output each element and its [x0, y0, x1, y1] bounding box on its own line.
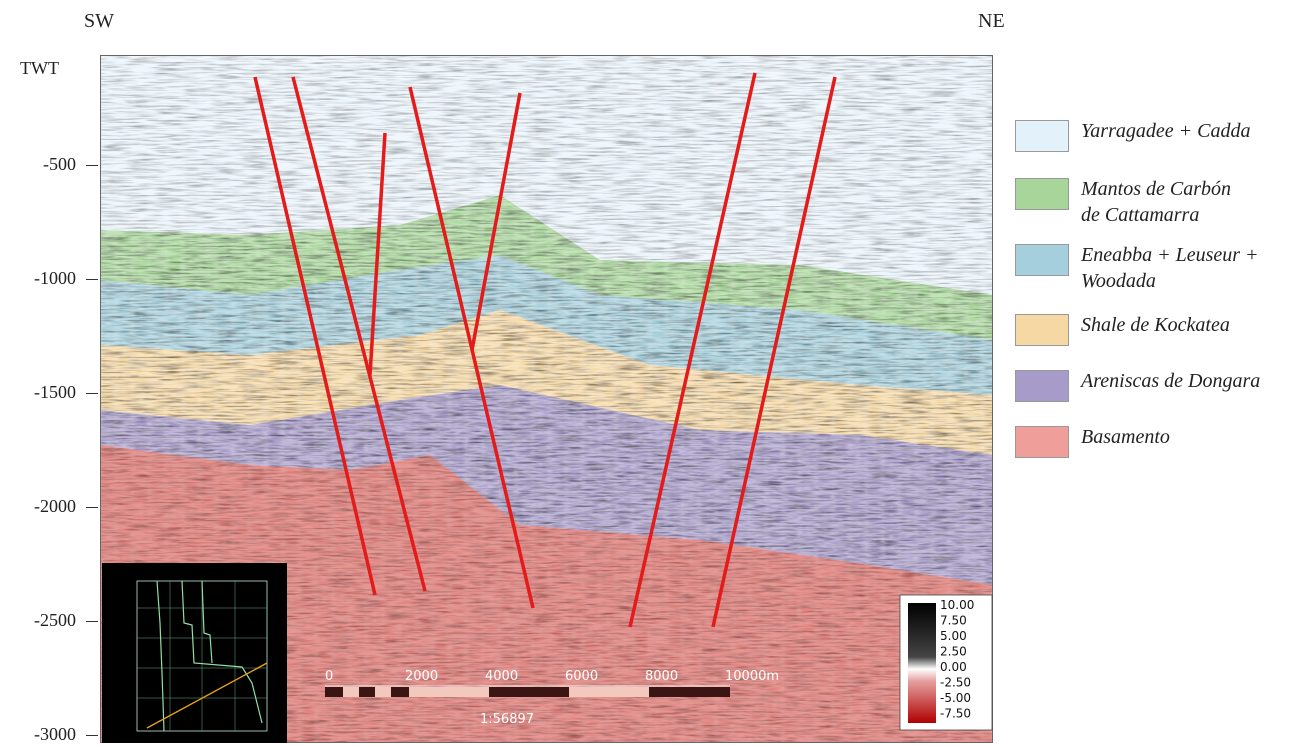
vertical-axis-tick-label: -3000: [34, 724, 76, 744]
legend-swatch: [1015, 314, 1069, 346]
vertical-axis-tick-label: -2500: [34, 610, 76, 630]
legend-label: Mantos de Carbón de Cattamarra: [1081, 178, 1231, 226]
fault-line: [711, 76, 837, 628]
fault-line: [253, 76, 377, 596]
legend-item: Eneabba + Leuseur + Woodada: [1015, 242, 1305, 292]
vertical-axis-tick: [86, 621, 98, 622]
legend-swatch: [1015, 426, 1069, 458]
vertical-axis-tick: [86, 165, 98, 166]
fault-line: [368, 132, 387, 376]
legend-item: Areniscas de Dongara: [1015, 368, 1305, 418]
legend-label: Eneabba + Leuseur + Woodada: [1081, 244, 1259, 292]
scale-tick-label: 2000: [405, 669, 438, 684]
amplitude-tick-label: 5.00: [940, 629, 967, 643]
vertical-axis-label: TWT: [20, 58, 59, 78]
scale-tick-label: 8000: [645, 669, 678, 684]
legend-swatch: [1015, 120, 1069, 152]
well-log-inset: [102, 563, 287, 743]
amplitude-tick-label: 2.50: [940, 645, 967, 659]
amplitude-colorbar: 10.00 7.505.00 2.500.00 -2.50-5.00 -7.50: [899, 594, 993, 731]
legend-swatch: [1015, 178, 1069, 210]
fault-line: [291, 76, 427, 592]
legend-label: Basamento: [1081, 426, 1170, 448]
vertical-axis-tick: [86, 507, 98, 508]
faults: [253, 72, 837, 628]
scale-tick-label: 4000: [485, 669, 518, 684]
direction-label-ne: NE: [978, 10, 1005, 32]
vertical-axis-tick-label: -2000: [34, 496, 76, 516]
legend-item: Shale de Kockatea: [1015, 312, 1305, 362]
amplitude-tick-label: 0.00: [940, 660, 967, 674]
amplitude-tick-label: -7.50: [940, 707, 971, 721]
legend-label: Yarragadee + Cadda: [1081, 120, 1251, 142]
vertical-axis-tick: [86, 735, 98, 736]
scale-tick-label: 10000m: [725, 669, 779, 684]
fault-line: [470, 92, 522, 351]
fault-line: [628, 72, 757, 628]
amplitude-tick-label: 10.00: [940, 598, 974, 612]
legend-label: Areniscas de Dongara: [1081, 370, 1261, 392]
amplitude-tick-label: 7.50: [940, 614, 967, 628]
scale-tick-label: 6000: [565, 669, 598, 684]
scale-tick-label: 0: [325, 669, 333, 684]
vertical-axis-tick: [86, 393, 98, 394]
legend-swatch: [1015, 244, 1069, 276]
legend-item: Mantos de Carbón de Cattamarra: [1015, 176, 1305, 226]
amplitude-tick-label: -5.00: [940, 691, 971, 705]
vertical-axis-tick-label: -500: [43, 154, 76, 174]
seismic-section: 0 2000 4000 6000 8000 10000m 1:56897 10.00 7.5…: [100, 55, 993, 743]
legend-item: Yarragadee + Cadda: [1015, 118, 1305, 168]
vertical-axis-tick-label: -1000: [34, 268, 76, 288]
amplitude-tick-label: -2.50: [940, 676, 971, 690]
legend-label: Shale de Kockatea: [1081, 314, 1230, 336]
scale-bar: 0 2000 4000 6000 8000 10000m 1:56897: [325, 669, 779, 727]
scale-caption: 1:56897: [480, 712, 534, 727]
vertical-axis-tick: [86, 279, 98, 280]
legend-swatch: [1015, 370, 1069, 402]
legend-item: Basamento: [1015, 424, 1305, 474]
direction-label-sw: SW: [84, 10, 114, 32]
vertical-axis-tick-label: -1500: [34, 382, 76, 402]
